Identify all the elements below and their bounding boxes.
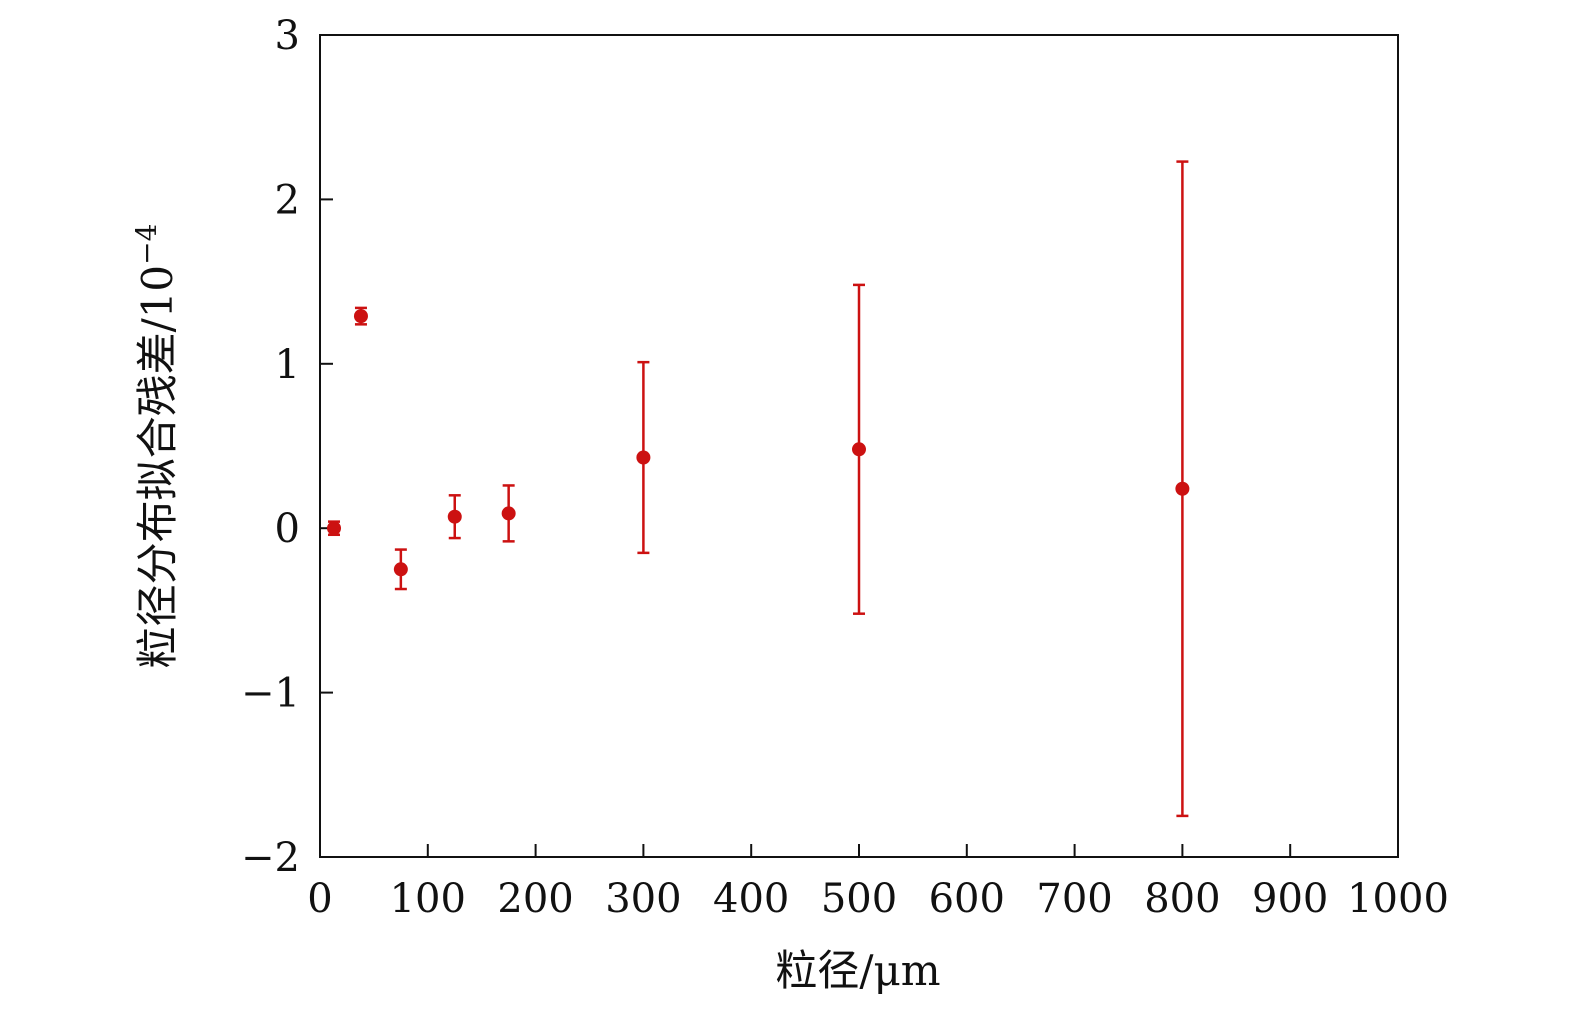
point-marker bbox=[636, 450, 651, 465]
x-axis-title: 粒径/μm bbox=[775, 946, 940, 995]
y-axis-title-main: 粒径分布拟合残差/10 bbox=[133, 265, 182, 669]
data-point bbox=[353, 306, 368, 326]
point-marker bbox=[393, 562, 408, 577]
data-point bbox=[327, 520, 342, 537]
data-point bbox=[501, 484, 516, 543]
x-tick-label: 700 bbox=[1036, 876, 1112, 922]
y-tick-label: 1 bbox=[275, 342, 300, 388]
y-tick-label: −2 bbox=[241, 835, 300, 881]
data-point bbox=[1175, 160, 1190, 818]
y-tick-label: 3 bbox=[275, 13, 300, 59]
y-axis-ticks: −2 −1 0 1 2 3 bbox=[241, 13, 333, 881]
x-tick-label: 200 bbox=[497, 876, 573, 922]
x-tick-label: 0 bbox=[307, 876, 332, 922]
data-point bbox=[447, 494, 462, 540]
y-tick-label: 2 bbox=[275, 177, 300, 223]
x-tick-label: 1000 bbox=[1347, 876, 1449, 922]
y-axis-title-exponent: −4 bbox=[130, 224, 163, 265]
x-tick-label: 600 bbox=[929, 876, 1005, 922]
data-point bbox=[636, 360, 651, 555]
data-points bbox=[327, 160, 1190, 818]
y-tick-label: −1 bbox=[241, 671, 300, 717]
x-tick-label: 100 bbox=[390, 876, 466, 922]
x-tick-label: 900 bbox=[1252, 876, 1328, 922]
x-tick-label: 400 bbox=[713, 876, 789, 922]
point-marker bbox=[852, 442, 866, 457]
x-tick-label: 800 bbox=[1144, 876, 1220, 922]
point-marker bbox=[501, 506, 516, 521]
y-axis-title: 粒径分布拟合残差/10−4 bbox=[130, 224, 182, 669]
data-point bbox=[393, 548, 408, 591]
data-point bbox=[852, 283, 866, 615]
point-marker bbox=[327, 521, 342, 536]
x-axis-ticks: 0 100 200 300 400 500 600 700 800 900 1000 bbox=[307, 844, 1449, 922]
point-marker bbox=[447, 509, 462, 524]
point-marker bbox=[353, 309, 368, 324]
x-tick-label: 500 bbox=[821, 876, 897, 922]
x-tick-label: 300 bbox=[605, 876, 681, 922]
point-marker bbox=[1175, 481, 1190, 496]
y-tick-label: 0 bbox=[275, 506, 300, 552]
